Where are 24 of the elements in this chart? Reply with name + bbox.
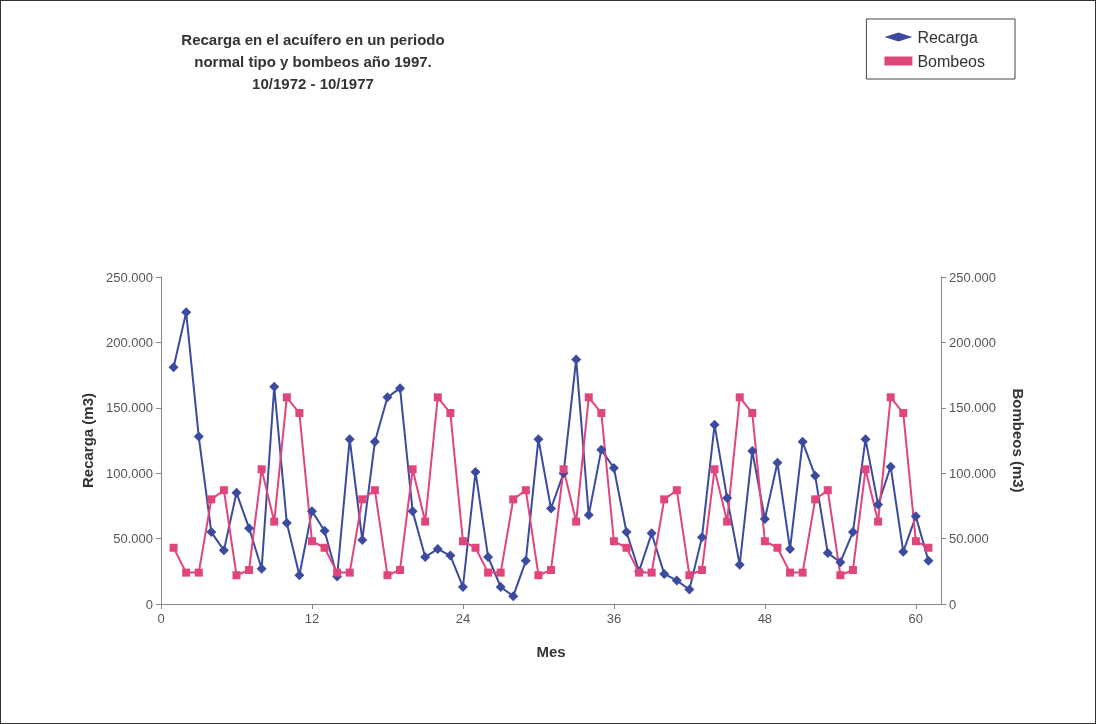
y2-tick-label: 0	[949, 596, 957, 612]
x-axis-title: Mes	[536, 643, 566, 660]
chart-title: Recarga en el acuífero en un periodo normal tipo y bombeos año 1997. 10/1972 - 10/1977	[181, 30, 445, 92]
y-tick-label: 250.000	[106, 269, 153, 285]
y-tick-label: 50.000	[113, 531, 153, 547]
x-tick-label: 60	[908, 611, 924, 626]
y2-tick-label: 100.000	[949, 465, 996, 481]
y-tick-label: 100.000	[106, 465, 153, 481]
y2-axis-title: Bombeos (m3)	[1010, 388, 1027, 493]
x-tick-label: 48	[757, 611, 773, 626]
legend-label: Bombeos	[917, 52, 985, 70]
legend-label: Recarga	[917, 28, 978, 46]
x-tick-label: 36	[606, 611, 622, 626]
x-tick-label: 12	[304, 611, 320, 626]
x-tick-label: 0	[157, 611, 165, 626]
y-tick-label: 0	[145, 596, 153, 612]
y2-tick-label: 250.000	[949, 269, 996, 285]
y2-tick-label: 50.000	[949, 531, 989, 547]
x-tick-label: 24	[455, 611, 471, 626]
y-tick-label: 200.000	[106, 334, 153, 350]
y2-tick-label: 200.000	[949, 334, 996, 350]
y2-tick-label: 150.000	[949, 400, 996, 416]
y-tick-label: 150.000	[106, 400, 153, 416]
y-axis-title: Recarga (m3)	[79, 392, 97, 489]
